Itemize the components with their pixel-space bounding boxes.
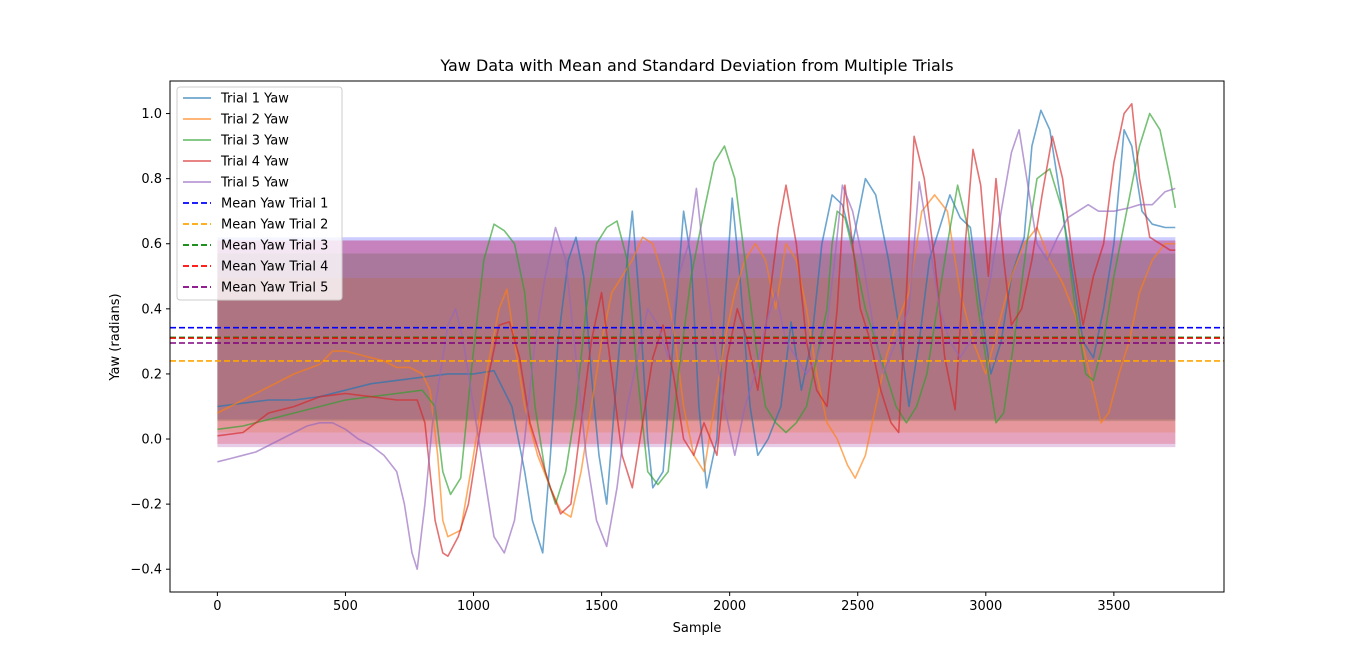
legend-label: Mean Yaw Trial 5 xyxy=(221,281,328,296)
legend-label: Trial 1 Yaw xyxy=(220,92,289,107)
legend-label: Mean Yaw Trial 3 xyxy=(221,239,328,254)
y-tick-label: −0.2 xyxy=(130,498,162,513)
x-tick-label: 1000 xyxy=(457,599,490,614)
y-axis-label: Yaw (radians) xyxy=(108,293,123,381)
series-line-trial-2 xyxy=(217,194,1176,538)
legend-label: Mean Yaw Trial 4 xyxy=(221,260,328,275)
plot-area: 0 500 1000 1500 2000 2500 3000 3500 −0.4 −0.2 0.0 0… xyxy=(130,80,1225,614)
series-line-trial-3 xyxy=(217,112,1177,505)
x-tick-label: 1500 xyxy=(585,599,618,614)
legend-label: Mean Yaw Trial 2 xyxy=(221,218,328,233)
x-tick-label: 0 xyxy=(213,599,221,614)
y-tick-label: 0.6 xyxy=(141,237,162,252)
y-tick-label: 0.2 xyxy=(141,367,162,382)
x-tick-label: 3000 xyxy=(969,599,1002,614)
plot-contents xyxy=(170,103,1224,570)
series-line-trial-1 xyxy=(217,109,1176,554)
axes-frame xyxy=(169,80,1225,593)
x-tick-label: 500 xyxy=(333,599,358,614)
legend-box xyxy=(176,86,343,301)
y-tick-label: 0.4 xyxy=(141,302,162,317)
series-line-trial-4 xyxy=(217,103,1176,557)
y-tick-label: −0.4 xyxy=(130,563,162,578)
x-tick-label: 2500 xyxy=(841,599,874,614)
x-tick-label: 2000 xyxy=(713,599,746,614)
legend-label: Trial 3 Yaw xyxy=(220,134,289,149)
std-band-4 xyxy=(217,240,1176,444)
x-tick-label: 3500 xyxy=(1097,599,1130,614)
legend-label: Trial 4 Yaw xyxy=(220,155,289,170)
legend-label: Mean Yaw Trial 1 xyxy=(221,197,328,212)
x-axis-label: Sample xyxy=(673,621,722,636)
legend-label: Trial 2 Yaw xyxy=(220,113,289,128)
y-tick-label: 0.0 xyxy=(141,433,162,448)
y-tick-label: 0.8 xyxy=(141,172,162,187)
series-line-trial-5 xyxy=(217,129,1176,570)
legend-label: Trial 5 Yaw xyxy=(220,176,289,191)
chart-title: Yaw Data with Mean and Standard Deviatio… xyxy=(439,56,953,75)
y-tick-label: 1.0 xyxy=(141,107,162,122)
